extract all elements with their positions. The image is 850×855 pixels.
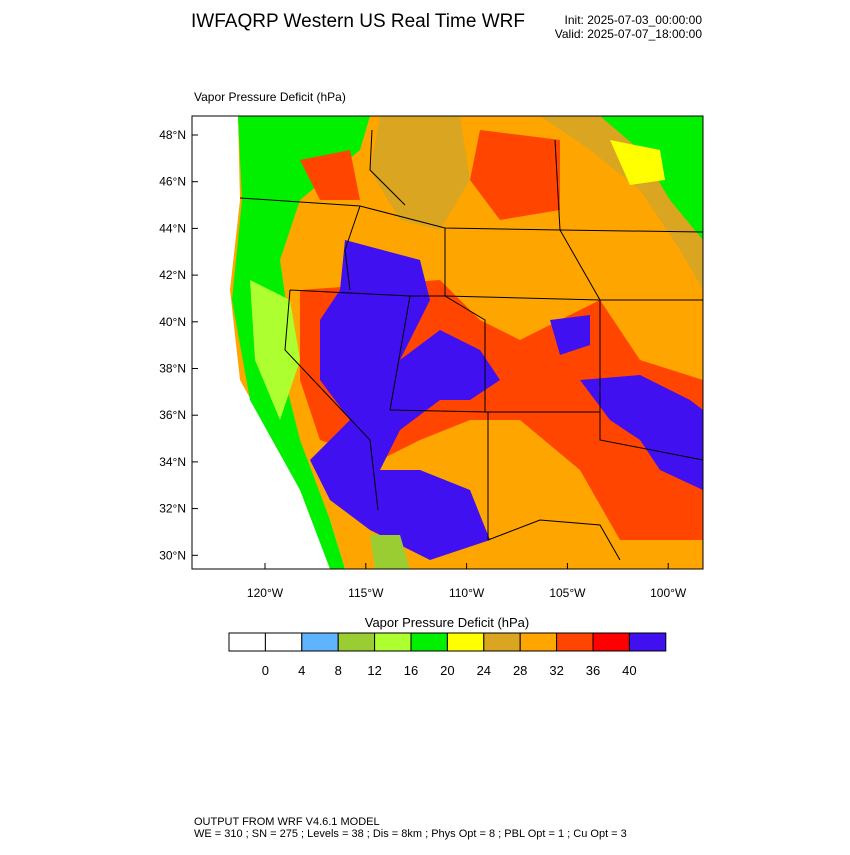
colorbar-box: [592, 632, 630, 652]
yellow-patch: [610, 140, 665, 185]
colorbar-box: [264, 632, 303, 652]
valid-time: Valid: 2025-07-07_18:00:00: [555, 27, 703, 41]
north-green: [600, 116, 703, 240]
gulf-green: [370, 535, 410, 569]
colorbar-box: [446, 632, 485, 652]
lat-label: 44°N: [159, 221, 186, 235]
lat-label: 36°N: [159, 408, 186, 422]
title: IWFAQRP Western US Real Time WRF: [191, 11, 525, 32]
colorbar-box: [410, 632, 448, 652]
lat-label: 38°N: [159, 362, 186, 376]
mountain-tan: [370, 116, 470, 230]
init-time: Init: 2025-07-03_00:00:00: [565, 13, 703, 27]
colorbar-title: Vapor Pressure Deficit (hPa): [365, 615, 530, 630]
colorbar-box: [228, 632, 266, 652]
map-label: Vapor Pressure Deficit (hPa): [194, 90, 346, 104]
colorbar-box: [337, 632, 376, 652]
colorbar-label: 8: [335, 663, 342, 678]
lat-label: 30°N: [159, 548, 186, 562]
colorbar-label: 4: [298, 663, 305, 678]
colorbar-label: 20: [440, 663, 454, 678]
footer-line: WE = 310 ; SN = 275 ; Levels = 38 ; Dis …: [194, 828, 627, 840]
map-frame: [191, 115, 704, 570]
colorbar-label: 32: [549, 663, 563, 678]
ocean: [192, 116, 345, 569]
axes: 48°N 46°N 44°N 42°N 40°N 38°N 36°N 34°N 32°N 30°N…: [159, 128, 687, 600]
colorbar: 0 4 8 12 16 20 24 28 32 36 40: [228, 632, 667, 678]
colorbar-label: 16: [404, 663, 418, 678]
purple-region: [580, 375, 703, 490]
coastal-green: [232, 116, 370, 569]
lat-label: 46°N: [159, 175, 186, 189]
lat-label: 42°N: [159, 268, 186, 282]
colorbar-label: 12: [367, 663, 381, 678]
lat-label: 32°N: [159, 502, 186, 516]
purple-region: [550, 315, 590, 355]
map: [192, 116, 703, 569]
colorbar-box: [519, 632, 558, 652]
colorbar-label: 28: [513, 663, 527, 678]
colorbar-label: 36: [586, 663, 600, 678]
lat-label: 40°N: [159, 315, 186, 329]
purple-region: [310, 240, 500, 560]
lat-label: 34°N: [159, 455, 186, 469]
lon-label: 115°W: [348, 586, 384, 600]
colorbar-label: 0: [262, 663, 269, 678]
colorbar-label: 24: [477, 663, 491, 678]
colorbar-box: [628, 632, 667, 652]
red-patch: [470, 130, 560, 220]
colorbar-box: [374, 632, 412, 652]
colorbar-box: [556, 632, 594, 652]
lon-label: 100°W: [650, 586, 687, 600]
footer-line: OUTPUT FROM WRF V4.6.1 MODEL: [194, 816, 380, 828]
lon-label: 120°W: [247, 586, 284, 600]
red-patch: [300, 150, 360, 200]
colorbar-box: [301, 632, 339, 652]
lat-label: 48°N: [159, 128, 186, 142]
lon-label: 110°W: [449, 586, 485, 600]
colorbar-label: 40: [622, 663, 636, 678]
state-borders: [239, 129, 703, 561]
lon-label: 105°W: [549, 586, 586, 600]
colorbar-box: [483, 632, 521, 652]
